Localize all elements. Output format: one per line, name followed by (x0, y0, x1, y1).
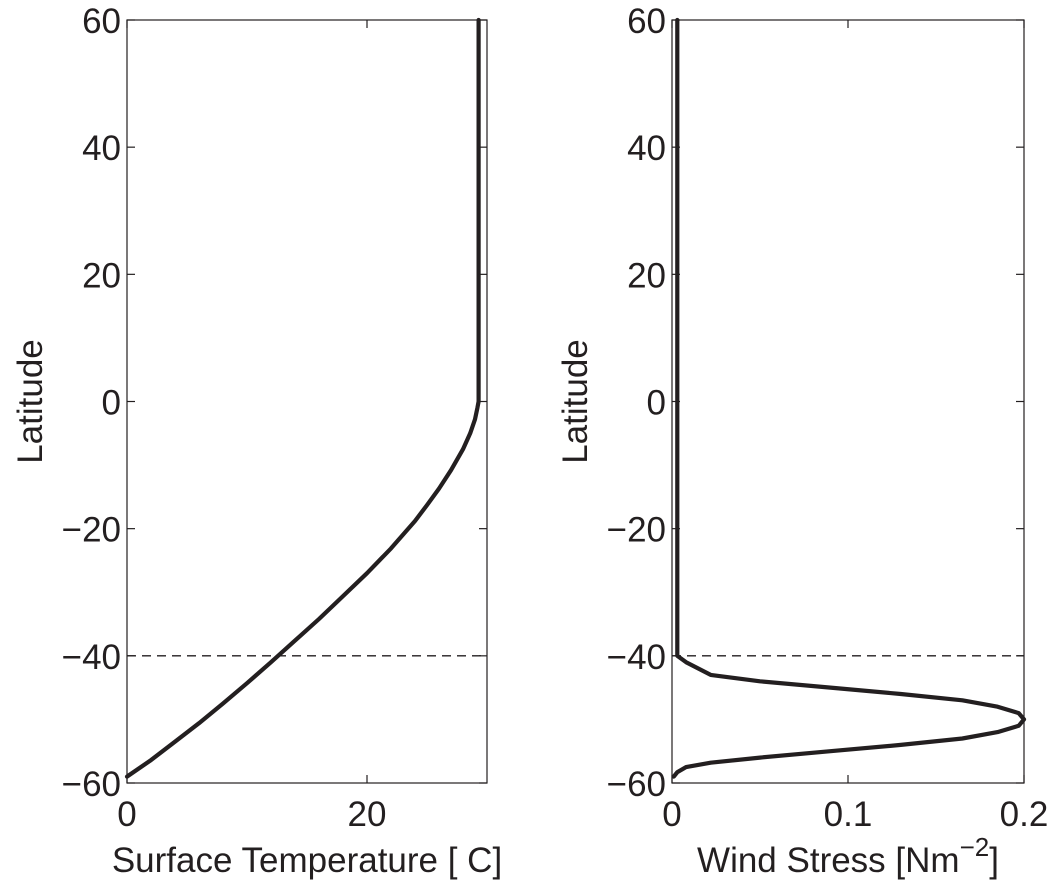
y-tick-label: −20 (62, 511, 121, 550)
y-axis-label: Latitude (11, 339, 50, 464)
y-tick-label: 20 (627, 256, 666, 295)
y-tick-label: 60 (627, 2, 666, 41)
y-axis-label: Latitude (556, 339, 595, 464)
plot-frame (671, 19, 1025, 784)
y-tick-label: −60 (607, 765, 666, 804)
x-axis-label-text: Surface Temperature [ C] (112, 841, 502, 880)
x-axis-label-end: ] (989, 841, 999, 880)
y-tick-label: −40 (607, 638, 666, 677)
y-tick-label: 20 (82, 256, 121, 295)
y-tick-label: −40 (62, 638, 121, 677)
x-axis-label: Wind Stress [Nm−2] (697, 832, 999, 880)
series-line (124, 17, 481, 779)
x-tick-label: 0.1 (824, 795, 873, 834)
y-tick-label: 40 (627, 129, 666, 168)
y-tick-label: 0 (102, 384, 121, 423)
x-axis-label: Surface Temperature [ C] (112, 841, 502, 880)
x-tick-label: 0.2 (1000, 795, 1049, 834)
x-axis-label-exponent: −2 (960, 832, 990, 862)
y-tick-label: −20 (607, 511, 666, 550)
x-axis-label-text: Wind Stress [Nm (697, 841, 960, 880)
y-tick-label: −60 (62, 765, 121, 804)
y-tick-label: 0 (647, 384, 666, 423)
surface-temperature-panel: −60 −40 −20 0 20 40 60 0 20 Latitude Surface Tempe… (11, 2, 502, 880)
y-tick-label: 60 (82, 2, 121, 41)
series-line (671, 17, 1027, 779)
wind-stress-panel: −60 −40 −20 0 20 40 60 0 0.1 0.2 Latitude Wind Stre… (556, 2, 1048, 880)
x-tick-label: 0 (662, 795, 681, 834)
plot-frame (126, 19, 488, 784)
y-tick-label: 40 (82, 129, 121, 168)
x-tick-label: 0 (117, 795, 136, 834)
x-tick-label: 20 (348, 795, 387, 834)
